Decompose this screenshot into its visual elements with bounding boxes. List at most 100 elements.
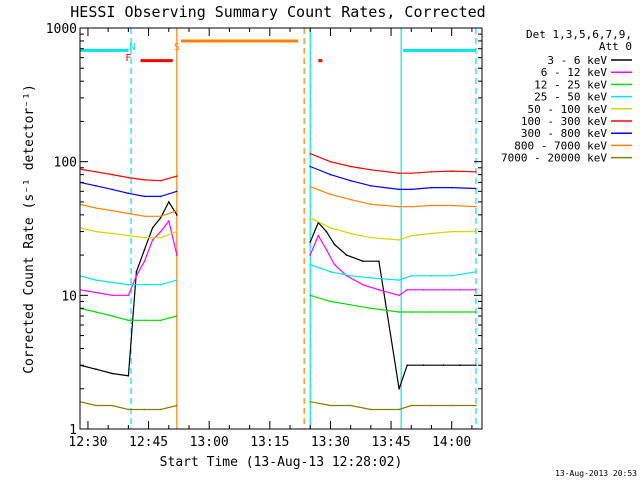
series-6-point bbox=[430, 186, 433, 189]
x-tick-label-3: 13:15 bbox=[250, 435, 289, 450]
series-1-point bbox=[459, 289, 461, 291]
series-2-segment-0 bbox=[80, 307, 178, 321]
series-3-point bbox=[349, 275, 352, 277]
series-0-point bbox=[345, 254, 348, 256]
series-0-point bbox=[475, 364, 477, 367]
legend-label-4: 50 - 100 keV bbox=[528, 103, 608, 116]
series-1-segment-0 bbox=[80, 219, 178, 296]
series-1-point bbox=[168, 220, 170, 222]
series-7-segment-1 bbox=[309, 186, 476, 208]
series-7-point bbox=[143, 215, 146, 218]
series-6-point bbox=[309, 165, 312, 168]
y-tick-label-2: 100 bbox=[54, 156, 77, 171]
x-axis: 12:30 12:45 13:00 13:15 13:30 13:45 14:00 bbox=[68, 28, 473, 450]
series-5-point bbox=[475, 171, 477, 173]
series-0-point bbox=[135, 271, 138, 273]
series-4-point bbox=[95, 230, 97, 233]
series-1-point bbox=[406, 289, 409, 291]
x-tick-label-4: 13:30 bbox=[311, 435, 350, 450]
series-1-point bbox=[176, 254, 178, 256]
series-2-point bbox=[176, 315, 178, 317]
x-tick-label-5: 13:45 bbox=[371, 435, 410, 450]
series-2-point bbox=[95, 311, 97, 313]
series-4-point bbox=[329, 227, 332, 229]
series-8-point bbox=[349, 404, 352, 407]
chart-title: HESSI Observing Summary Count Rates, Cor… bbox=[70, 3, 485, 21]
series-6-segment-0 bbox=[80, 181, 178, 197]
series-2-point bbox=[127, 319, 130, 322]
series-3-point bbox=[95, 279, 97, 281]
series-5-segment-1 bbox=[309, 153, 476, 174]
series-1-point bbox=[127, 294, 130, 297]
series-8-point bbox=[309, 400, 312, 403]
series-0-point bbox=[176, 214, 178, 216]
series-2-point bbox=[450, 311, 453, 313]
series-5-point bbox=[349, 165, 352, 168]
series-5-point bbox=[410, 172, 413, 174]
legend-label-7: 800 - 7000 keV bbox=[514, 139, 607, 152]
legend-label-5: 100 - 300 keV bbox=[521, 115, 607, 128]
series-5-point bbox=[450, 170, 453, 172]
series-7-point bbox=[349, 198, 352, 201]
series-4-point bbox=[430, 232, 433, 235]
series-4-point bbox=[127, 234, 130, 237]
legend-header-line2: Att 0 bbox=[599, 40, 632, 53]
series-1-point bbox=[333, 263, 336, 266]
x-tick-label-0: 12:30 bbox=[68, 435, 107, 450]
series-2-point bbox=[430, 311, 433, 313]
series-0-point bbox=[442, 364, 445, 367]
series-7-point bbox=[111, 209, 113, 212]
series-2-point bbox=[410, 311, 413, 313]
series-1-point bbox=[111, 294, 113, 297]
annotation-f: F bbox=[125, 53, 131, 64]
series-4-point bbox=[370, 236, 372, 239]
series-5-point bbox=[159, 179, 162, 182]
series-2-segment-1 bbox=[310, 294, 476, 313]
x-tick-label-2: 13:00 bbox=[190, 435, 229, 450]
series-1-point bbox=[317, 234, 320, 237]
series-6-point bbox=[370, 185, 372, 187]
series-1-point bbox=[135, 275, 138, 277]
series-7-point bbox=[370, 203, 372, 206]
series-3-point bbox=[143, 283, 146, 286]
series-8-point bbox=[430, 404, 433, 407]
series-6-point bbox=[398, 188, 400, 191]
legend-label-2: 12 - 25 keV bbox=[534, 78, 607, 91]
series-5-point bbox=[176, 175, 178, 177]
series-6-point bbox=[475, 187, 477, 190]
series-3-point bbox=[370, 277, 372, 279]
series-8-point bbox=[450, 404, 453, 407]
series-4-point bbox=[309, 217, 312, 219]
series-5-segment-0 bbox=[80, 168, 178, 182]
series-0-point bbox=[406, 364, 409, 367]
series-5-point bbox=[370, 169, 372, 171]
series-2-point bbox=[370, 307, 372, 310]
series-6-point bbox=[329, 173, 332, 176]
y-tick-label-0: 1 bbox=[69, 423, 77, 438]
series-3-point bbox=[309, 263, 312, 266]
series-0-point bbox=[111, 372, 113, 375]
series-2-point bbox=[309, 294, 312, 297]
series-7-point bbox=[430, 204, 433, 207]
legend-label-0: 3 - 6 keV bbox=[547, 54, 607, 67]
series-1-point bbox=[325, 248, 328, 251]
series-4-point bbox=[410, 234, 413, 237]
annotation-s: S bbox=[174, 42, 180, 53]
x-tick-label-6: 14:00 bbox=[432, 435, 471, 450]
series-5-point bbox=[111, 173, 113, 176]
series-5-point bbox=[95, 171, 97, 173]
series-7-point bbox=[410, 205, 413, 208]
x-tick-label-1: 12:45 bbox=[129, 435, 168, 450]
series-0-point bbox=[333, 243, 336, 246]
series-1-point bbox=[95, 291, 97, 294]
legend-label-6: 300 - 800 keV bbox=[521, 127, 607, 140]
series-8-point bbox=[143, 408, 146, 411]
series-7-point bbox=[159, 215, 162, 218]
series-8-segment-0 bbox=[80, 401, 178, 411]
series-0-point bbox=[143, 248, 146, 251]
series-1-point bbox=[309, 254, 312, 256]
series-2-point bbox=[111, 315, 113, 317]
series-8-point bbox=[410, 404, 413, 407]
series-7-point bbox=[127, 212, 130, 215]
series-6-point bbox=[349, 179, 352, 182]
